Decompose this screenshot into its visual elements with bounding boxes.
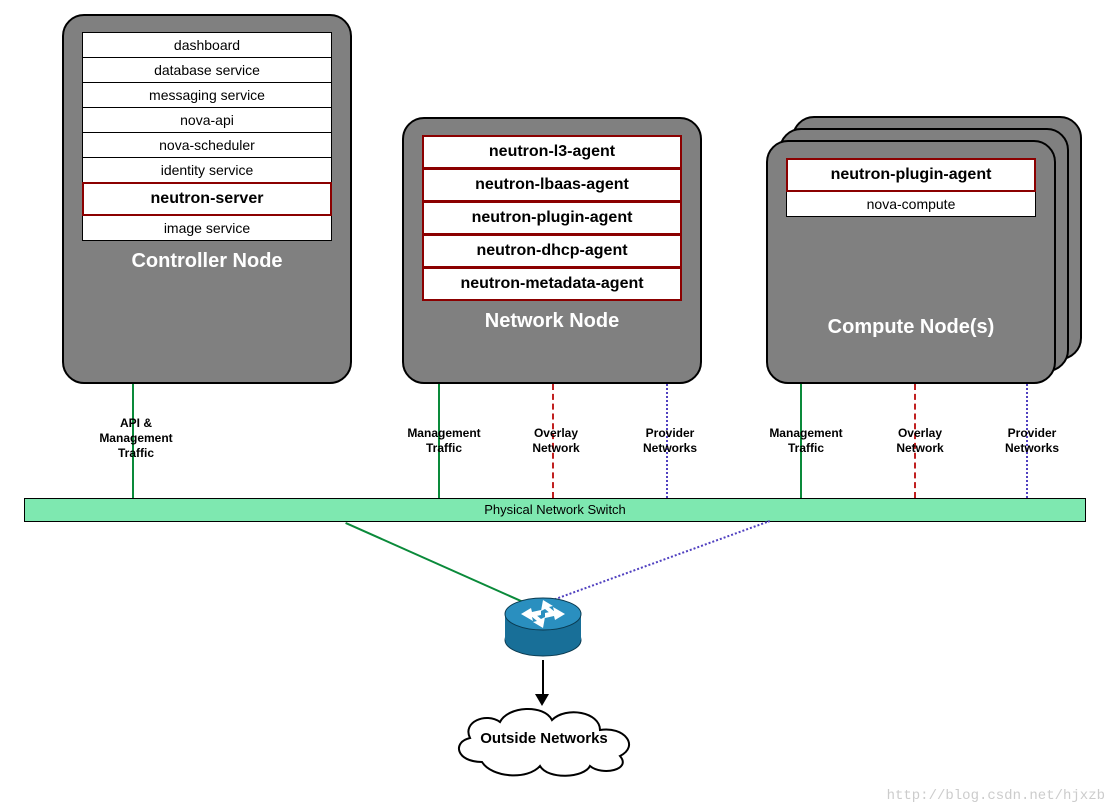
controller-title: Controller Node bbox=[82, 250, 332, 273]
label-compute-mgmt: Management Traffic bbox=[760, 426, 852, 456]
controller-services: dashboard database service messaging ser… bbox=[82, 32, 332, 240]
label-network-provider: Provider Networks bbox=[632, 426, 708, 456]
network-node: neutron-l3-agent neutron-lbaas-agent neu… bbox=[402, 117, 702, 384]
svc-nova-api: nova-api bbox=[82, 107, 332, 133]
svc-image: image service bbox=[82, 215, 332, 241]
cloud-label: Outside Networks bbox=[444, 730, 644, 747]
label-compute-overlay: Overlay Network bbox=[884, 426, 956, 456]
label-network-overlay: Overlay Network bbox=[520, 426, 592, 456]
network-services: neutron-l3-agent neutron-lbaas-agent neu… bbox=[422, 135, 682, 300]
svc-neutron-plugin-c: neutron-plugin-agent bbox=[786, 158, 1036, 192]
watermark-text: http://blog.csdn.net/hjxzb bbox=[887, 788, 1105, 804]
svc-nova-scheduler: nova-scheduler bbox=[82, 132, 332, 158]
svc-neutron-plugin-n: neutron-plugin-agent bbox=[422, 201, 682, 235]
router-icon bbox=[503, 590, 583, 660]
compute-node: neutron-plugin-agent nova-compute Comput… bbox=[766, 140, 1056, 384]
label-controller-api: API & Management Traffic bbox=[88, 416, 184, 461]
controller-node: dashboard database service messaging ser… bbox=[62, 14, 352, 384]
svc-dashboard: dashboard bbox=[82, 32, 332, 58]
svc-messaging: messaging service bbox=[82, 82, 332, 108]
label-compute-provider: Provider Networks bbox=[994, 426, 1070, 456]
svc-neutron-l3: neutron-l3-agent bbox=[422, 135, 682, 169]
compute-title: Compute Node(s) bbox=[786, 316, 1036, 339]
arrow-router-cloud bbox=[542, 660, 544, 696]
svc-nova-compute: nova-compute bbox=[786, 191, 1036, 217]
physical-switch: Physical Network Switch bbox=[24, 498, 1086, 522]
label-network-mgmt: Management Traffic bbox=[398, 426, 490, 456]
network-title: Network Node bbox=[422, 310, 682, 333]
svc-identity: identity service bbox=[82, 157, 332, 183]
svc-neutron-server: neutron-server bbox=[82, 182, 332, 216]
switch-label: Physical Network Switch bbox=[484, 502, 626, 517]
compute-services: neutron-plugin-agent nova-compute bbox=[786, 158, 1036, 216]
svc-database: database service bbox=[82, 57, 332, 83]
svc-neutron-metadata: neutron-metadata-agent bbox=[422, 267, 682, 301]
svc-neutron-dhcp: neutron-dhcp-agent bbox=[422, 234, 682, 268]
svc-neutron-lbaas: neutron-lbaas-agent bbox=[422, 168, 682, 202]
